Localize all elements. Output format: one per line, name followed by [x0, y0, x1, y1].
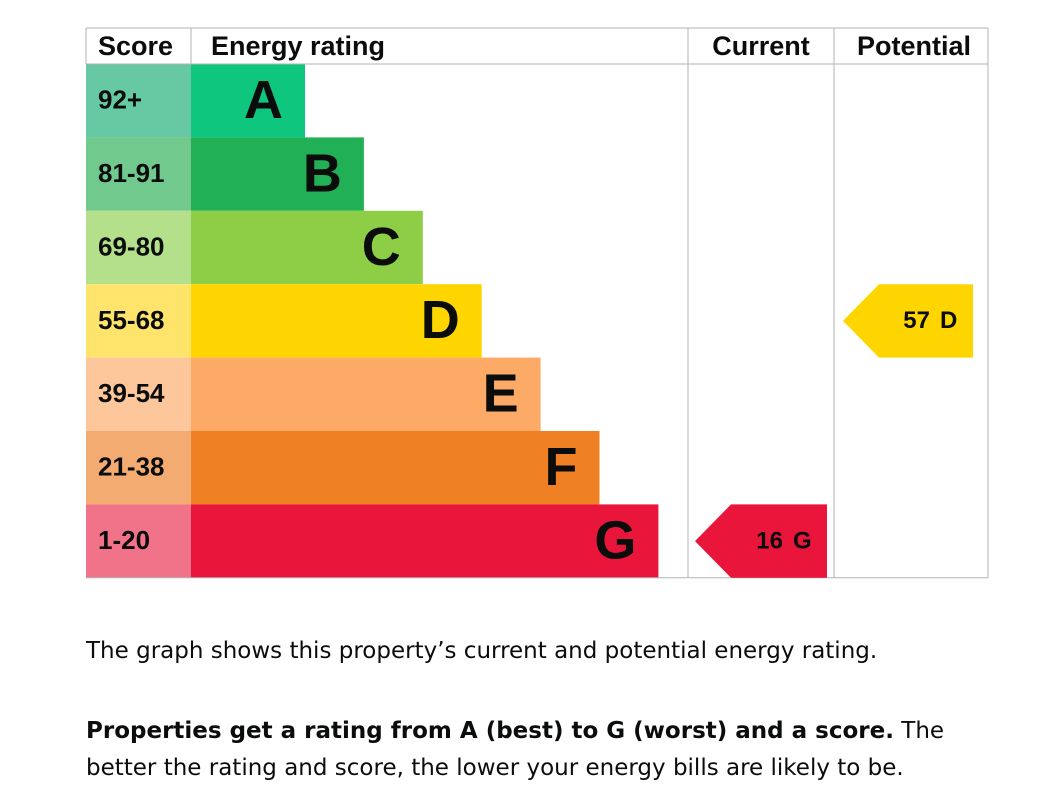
current-score: 16	[756, 527, 783, 554]
current-arrow	[695, 504, 827, 578]
paragraph: Properties get a rating from A (best) to…	[86, 713, 996, 787]
rating-letter: G	[594, 510, 636, 570]
current-letter: G	[793, 527, 812, 554]
header: Score	[98, 31, 173, 61]
rating-bar	[191, 431, 600, 505]
rating-bar	[191, 504, 659, 578]
potential-arrow	[843, 284, 973, 358]
rating-bar	[191, 64, 305, 138]
score-range: 69-80	[98, 231, 165, 261]
score-range: 1-20	[98, 525, 150, 555]
rating-letter: A	[244, 70, 283, 130]
rating-bar	[191, 210, 423, 285]
score-cell	[86, 210, 191, 285]
score-cell	[86, 64, 191, 138]
text: The better the rating and score, the low…	[86, 718, 945, 781]
rating-letter: C	[362, 217, 401, 277]
rating-bar	[191, 357, 541, 431]
score-cell	[86, 137, 191, 211]
header: Current	[712, 31, 810, 61]
rating-bar	[191, 284, 482, 358]
epc-chart: Score Energy rating Current Potential 92…	[85, 27, 989, 579]
bold-text: Properties get a rating from A (best) to…	[86, 718, 894, 744]
rating-letter: F	[545, 437, 578, 497]
score-range: 21-38	[98, 452, 165, 482]
potential-letter: D	[940, 307, 957, 334]
rating-letter: B	[303, 143, 342, 203]
score-cell	[86, 284, 191, 358]
score-range: 92+	[98, 85, 142, 115]
score-range: 39-54	[98, 378, 165, 408]
score-range: 55-68	[98, 305, 165, 335]
rating-letter: E	[483, 364, 519, 424]
score-range: 81-91	[98, 158, 165, 188]
paragraph: The graph shows this property’s current …	[86, 638, 878, 664]
rating-letter: D	[421, 290, 460, 350]
header: Energy rating	[211, 31, 385, 61]
score-cell	[86, 431, 191, 505]
rating-bar	[191, 137, 364, 211]
potential-score: 57	[903, 307, 930, 334]
score-cell	[86, 504, 191, 578]
score-cell	[86, 357, 191, 431]
header: Potential	[857, 31, 971, 61]
